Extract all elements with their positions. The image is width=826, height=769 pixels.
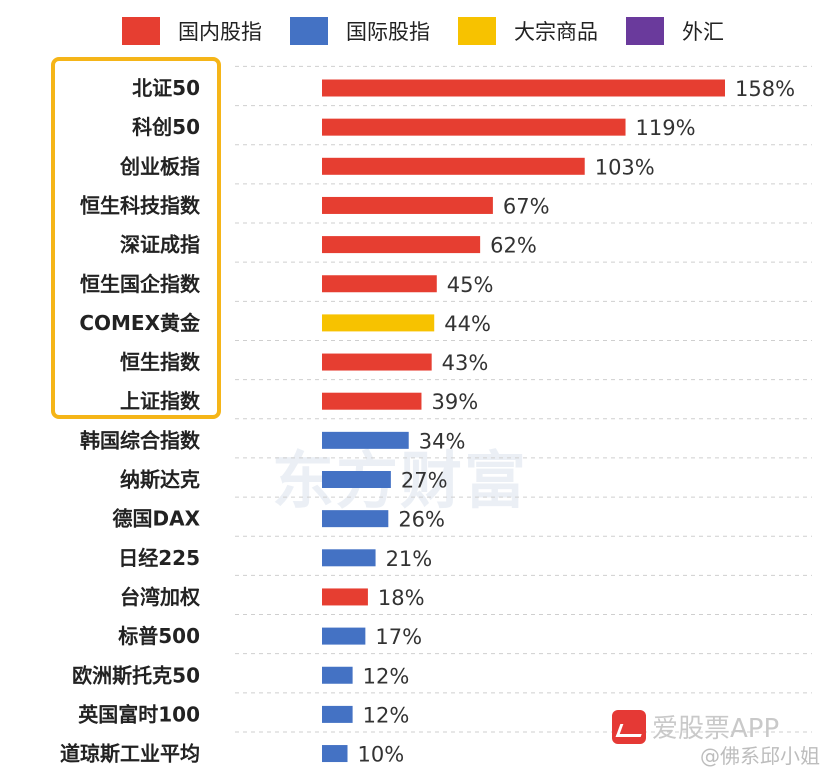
bar <box>322 745 348 763</box>
bar <box>322 275 437 293</box>
value-label: 10% <box>358 743 405 767</box>
legend-swatch-domestic <box>122 17 160 45</box>
bar <box>322 705 353 723</box>
category-label: 恒生科技指数 <box>80 193 201 217</box>
legend-swatch-international <box>290 17 328 45</box>
bar <box>322 157 585 175</box>
category-label: 恒生指数 <box>120 350 201 374</box>
legend-item-international: 国际股指 <box>290 16 430 46</box>
bar <box>322 549 376 567</box>
legend-item-forex: 外汇 <box>626 16 724 46</box>
legend-item-domestic: 国内股指 <box>122 16 262 46</box>
highlight-box <box>51 57 221 419</box>
category-label: 英国富时100 <box>78 702 200 726</box>
bar <box>322 666 353 684</box>
legend-swatch-forex <box>626 17 664 45</box>
value-label: 18% <box>378 586 425 610</box>
chart-legend: 国内股指 国际股指 大宗商品 外汇 <box>122 14 752 48</box>
category-label: 道琼斯工业平均 <box>60 742 200 766</box>
category-label: 科创50 <box>132 115 200 139</box>
category-label: 深证成指 <box>120 233 200 257</box>
value-label: 12% <box>363 664 410 688</box>
bar <box>322 196 493 214</box>
legend-label-domestic: 国内股指 <box>178 20 262 44</box>
value-label: 27% <box>401 469 448 493</box>
bar <box>322 392 422 410</box>
app-logo-icon <box>612 709 646 744</box>
category-label: 创业板指 <box>119 154 200 178</box>
value-label: 12% <box>363 703 410 727</box>
bar <box>322 471 391 488</box>
value-label: 44% <box>444 312 491 336</box>
value-label: 21% <box>386 547 433 571</box>
app-badge: 爱股票APP <box>612 708 779 745</box>
category-label: 标普500 <box>118 624 200 648</box>
bar <box>322 118 626 136</box>
watermark-text: 东方财富 <box>272 444 529 517</box>
bar <box>322 588 368 606</box>
category-label: 恒生国企指数 <box>80 272 201 296</box>
value-label: 103% <box>595 155 655 179</box>
category-label: 德国DAX <box>113 507 201 531</box>
legend-item-commodity: 大宗商品 <box>458 16 598 46</box>
legend-label-forex: 外汇 <box>682 20 724 44</box>
legend-label-international: 国际股指 <box>346 20 430 44</box>
bar <box>322 431 409 449</box>
value-label: 67% <box>503 194 550 218</box>
value-label: 39% <box>431 390 478 414</box>
value-label: 34% <box>419 429 466 453</box>
category-label: 欧洲斯托克50 <box>72 663 200 687</box>
category-label: 北证50 <box>132 76 200 100</box>
value-label: 17% <box>375 625 422 649</box>
bar <box>322 314 435 332</box>
value-label: 45% <box>447 273 494 297</box>
legend-swatch-commodity <box>458 17 496 45</box>
app-name: 爱股票APP <box>652 714 780 744</box>
legend-label-commodity: 大宗商品 <box>514 20 598 44</box>
category-label: 日经225 <box>118 546 200 570</box>
category-label: 纳斯达克 <box>120 468 200 492</box>
bar <box>322 353 432 371</box>
bar <box>322 79 725 97</box>
value-label: 62% <box>490 234 537 258</box>
category-label: COMEX黄金 <box>79 311 201 335</box>
value-label: 43% <box>442 351 489 375</box>
category-label: 台湾加权 <box>120 585 201 609</box>
value-label: 119% <box>636 116 696 140</box>
category-label: 上证指数 <box>120 389 201 413</box>
bar <box>322 236 481 254</box>
credit-text: @佛系邱小姐 <box>700 744 820 768</box>
bar <box>322 510 389 528</box>
value-label: 26% <box>398 508 445 532</box>
bar <box>322 627 366 645</box>
category-label: 韩国综合指数 <box>80 428 201 452</box>
value-label: 158% <box>735 77 795 101</box>
